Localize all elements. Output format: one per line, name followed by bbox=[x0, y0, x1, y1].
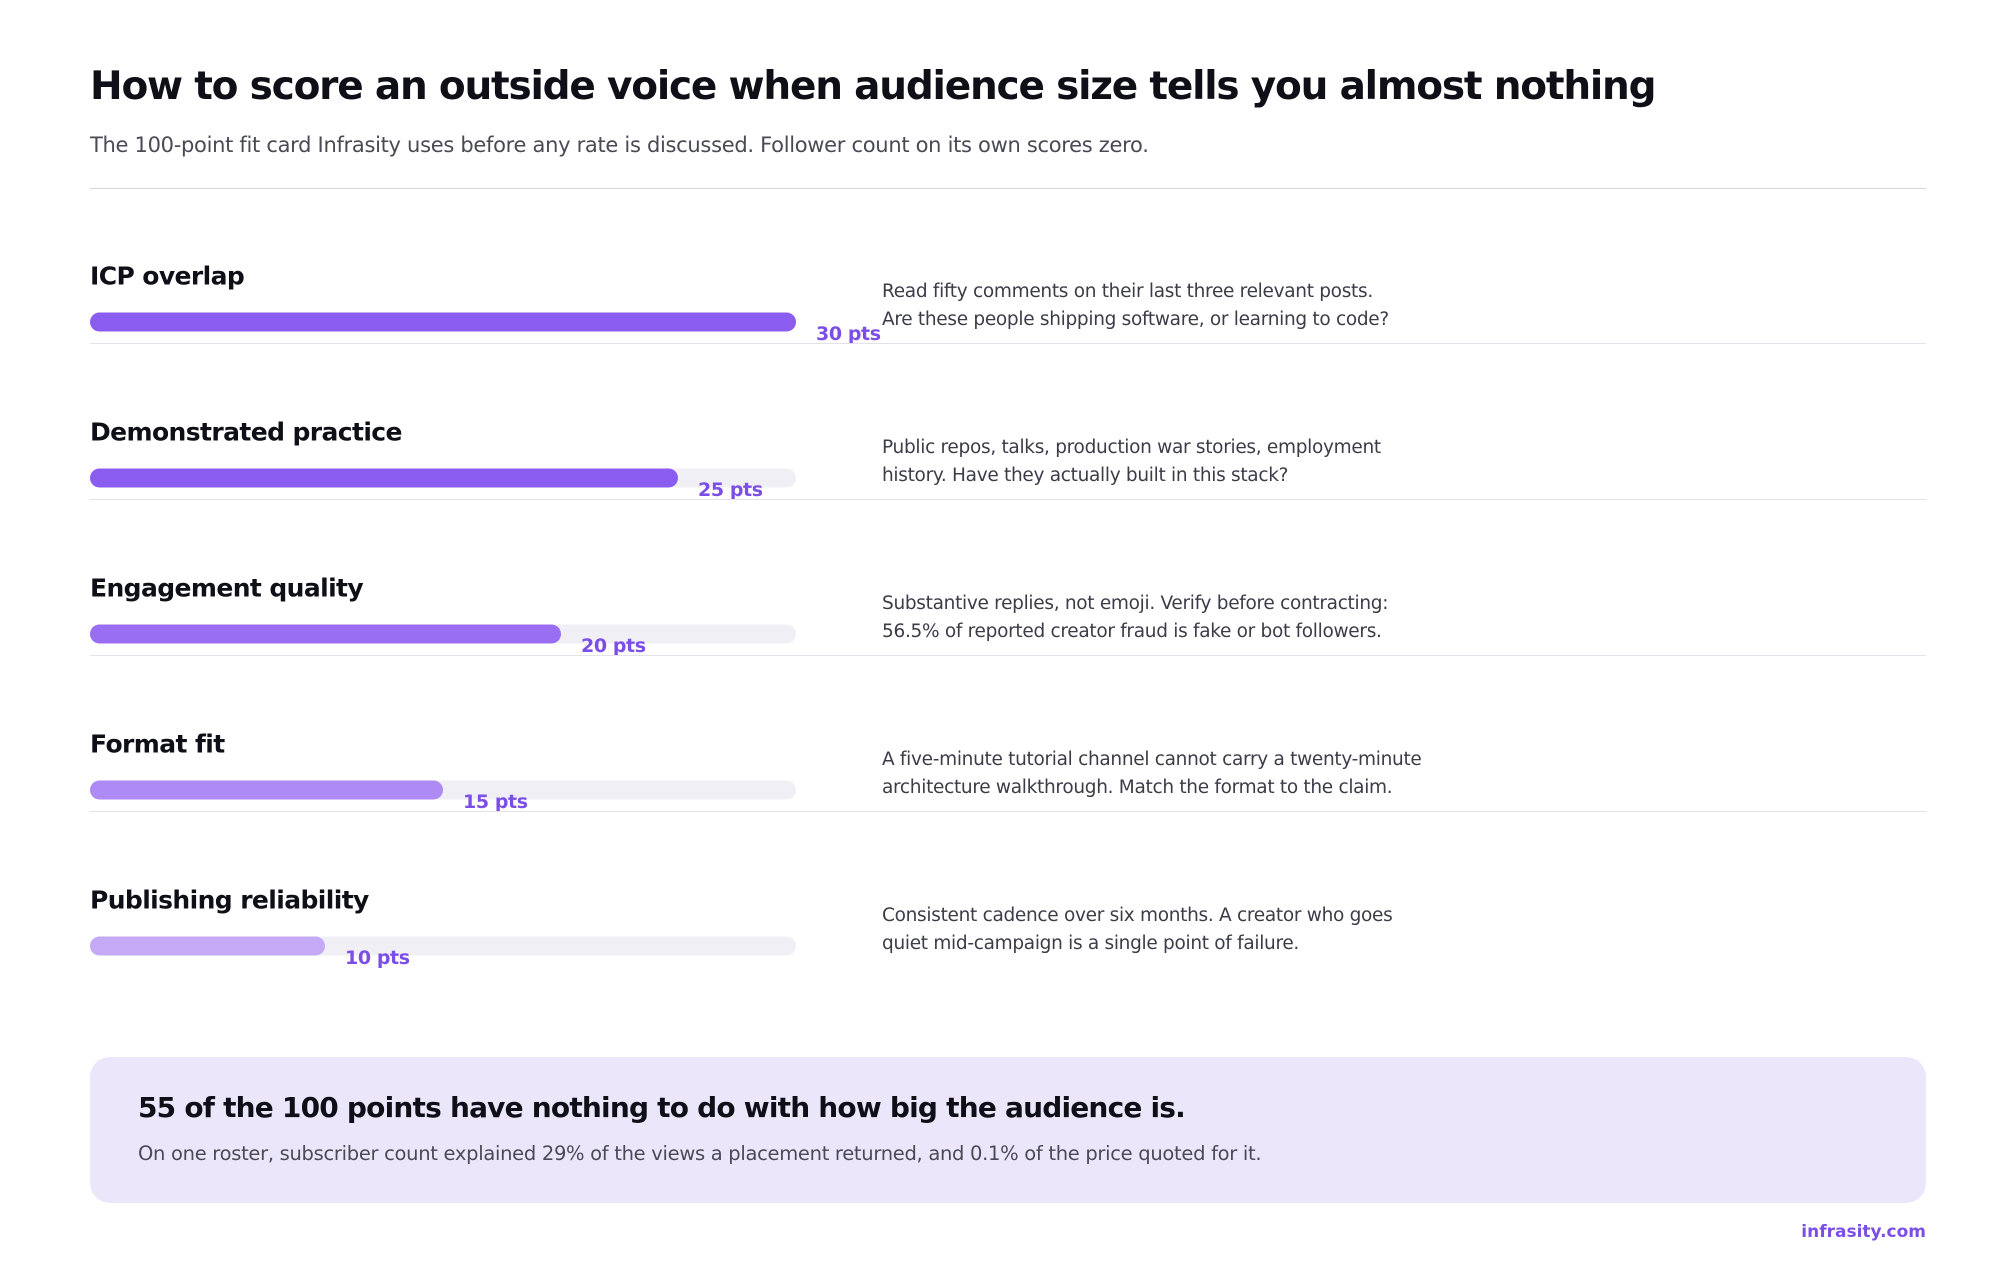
description-line: architecture walkthrough. Match the form… bbox=[882, 777, 1393, 798]
criterion-label: Format fit bbox=[90, 729, 225, 759]
page-subtitle: The 100-point fit card Infrasity uses be… bbox=[90, 133, 1149, 157]
criterion-label: Engagement quality bbox=[90, 573, 364, 603]
bar bbox=[90, 468, 678, 488]
header-divider bbox=[90, 188, 1926, 189]
row-divider bbox=[90, 343, 1926, 344]
criterion-row: Format fit 15 pts A five-minute tutorial c… bbox=[90, 656, 1926, 813]
value-label: 20 pts bbox=[581, 635, 646, 657]
footer-brand: infrasity.com bbox=[1801, 1222, 1926, 1242]
summary-callout: 55 of the 100 points have nothing to do … bbox=[90, 1057, 1926, 1203]
criterion-label: ICP overlap bbox=[90, 261, 245, 291]
description-line: 56.5% of reported creator fraud is fake … bbox=[882, 621, 1382, 642]
page-title: How to score an outside voice when audie… bbox=[90, 64, 1657, 109]
criterion-label: Publishing reliability bbox=[90, 885, 369, 915]
row-divider bbox=[90, 499, 1926, 500]
description-line: Read fifty comments on their last three … bbox=[882, 281, 1373, 302]
row-divider bbox=[90, 655, 1926, 656]
description-line: quiet mid-campaign is a single point of … bbox=[882, 933, 1300, 954]
description-line: history. Have they actually built in thi… bbox=[882, 465, 1289, 486]
criterion-description: Public repos, talks, production war stor… bbox=[882, 434, 1522, 490]
row-divider bbox=[90, 811, 1926, 812]
score-chart: ICP overlap 30 pts Read fifty comments on … bbox=[90, 188, 1926, 969]
bar bbox=[90, 936, 325, 956]
criterion-description: Read fifty comments on their last three … bbox=[882, 278, 1522, 334]
callout-heading: 55 of the 100 points have nothing to do … bbox=[138, 1091, 1186, 1124]
callout-body: On one roster, subscriber count explaine… bbox=[138, 1142, 1262, 1165]
bar bbox=[90, 780, 443, 800]
bar-track bbox=[90, 780, 796, 800]
bar-track bbox=[90, 312, 796, 332]
bar bbox=[90, 312, 796, 332]
criterion-description: Consistent cadence over six months. A cr… bbox=[882, 902, 1522, 958]
criterion-row: Publishing reliability 10 pts Consistent c… bbox=[90, 812, 1926, 969]
bar bbox=[90, 624, 561, 644]
value-label: 25 pts bbox=[698, 479, 763, 501]
value-label: 10 pts bbox=[345, 947, 410, 969]
description-line: Consistent cadence over six months. A cr… bbox=[882, 905, 1393, 926]
bar-track bbox=[90, 468, 796, 488]
value-label: 30 pts bbox=[816, 323, 881, 345]
criterion-row: Engagement quality 20 pts Substantive repl… bbox=[90, 500, 1926, 657]
criterion-row: ICP overlap 30 pts Read fifty comments on … bbox=[90, 188, 1926, 345]
description-line: Are these people shipping software, or l… bbox=[882, 309, 1389, 330]
bar-track bbox=[90, 624, 796, 644]
description-line: A five-minute tutorial channel cannot ca… bbox=[882, 749, 1422, 770]
criterion-row: Demonstrated practice 25 pts Public repos,… bbox=[90, 344, 1926, 501]
criterion-description: A five-minute tutorial channel cannot ca… bbox=[882, 746, 1522, 802]
description-line: Substantive replies, not emoji. Verify b… bbox=[882, 593, 1389, 614]
criterion-description: Substantive replies, not emoji. Verify b… bbox=[882, 590, 1522, 646]
criterion-label: Demonstrated practice bbox=[90, 417, 402, 447]
bar-track bbox=[90, 936, 796, 956]
value-label: 15 pts bbox=[463, 791, 528, 813]
description-line: Public repos, talks, production war stor… bbox=[882, 437, 1381, 458]
